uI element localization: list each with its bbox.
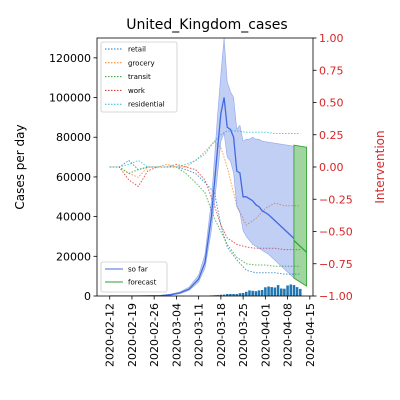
legend-cases-label: so far [128, 266, 148, 274]
y2-tick-label: −0.25 [319, 193, 353, 206]
x-tick-label: 2020-02-19 [126, 303, 139, 367]
y-tick-label: 80000 [56, 131, 91, 144]
y2-axis-label: Intervention [373, 130, 387, 203]
daily-case-bar [267, 286, 270, 296]
daily-case-bar [248, 290, 251, 296]
legend-intervention-label: work [128, 87, 146, 95]
intervention-line-work [109, 163, 301, 251]
chart-title: United_Kingdom_cases [126, 17, 287, 33]
y-tick-label: 60000 [56, 171, 91, 184]
daily-case-bar [245, 291, 248, 296]
y-tick-label: 100000 [49, 92, 91, 105]
x-tick-label: 2020-04-01 [259, 303, 272, 367]
y-tick-label: 40000 [56, 211, 91, 224]
legend-intervention-label: residential [128, 101, 165, 109]
y2-tick-label: 0.25 [319, 129, 344, 142]
daily-case-bar [283, 288, 286, 296]
daily-case-bar [222, 294, 226, 296]
daily-case-bar [241, 293, 245, 296]
x-tick-label: 2020-03-18 [215, 303, 228, 367]
daily-case-bar [273, 287, 277, 296]
daily-case-bar [264, 287, 267, 296]
plot-area: 0 20000 40000 60000 80000 100000 120000 1.00 0.7… [49, 32, 353, 367]
intervention-line-residential [109, 130, 301, 168]
x-tick-label: 2020-03-04 [170, 303, 183, 367]
y2-tick-label: −0.75 [319, 258, 353, 271]
legend-intervention-label: grocery [128, 59, 155, 67]
daily-case-bar [238, 293, 242, 296]
x-tick-label: 2020-03-25 [237, 303, 250, 367]
daily-case-bar [286, 285, 289, 296]
x-tick-label: 2020-02-12 [104, 303, 117, 367]
y-axis-label: Cases per day [13, 124, 27, 209]
series-group [109, 38, 308, 296]
y-tick-label: 0 [84, 290, 91, 303]
daily-case-bar [299, 288, 302, 296]
x-tick-label: 2020-04-15 [304, 303, 317, 367]
daily-case-bar [295, 287, 299, 296]
daily-case-bar [232, 294, 235, 296]
daily-case-bar [226, 294, 229, 296]
so-far-line [109, 97, 295, 296]
daily-case-bar [235, 294, 239, 296]
legend-intervention-label: retail [128, 46, 146, 54]
daily-case-bar [276, 285, 280, 296]
daily-case-bar [270, 287, 273, 296]
daily-case-bar [254, 291, 258, 296]
y2-tick-label: 0.50 [319, 97, 344, 110]
daily-case-bar [257, 290, 261, 296]
daily-case-bar [251, 290, 254, 296]
y2-tick-label: 0.00 [319, 161, 344, 174]
daily-case-bar [280, 288, 283, 296]
daily-case-bar [229, 294, 232, 296]
y-tick-label: 120000 [49, 52, 91, 65]
x-tick-label: 2020-02-26 [148, 303, 161, 367]
y2-tick-label: −1.00 [319, 290, 353, 303]
x-tick-label: 2020-03-11 [193, 303, 206, 367]
legend-cases-label: forecast [128, 279, 157, 287]
forecast-line [293, 239, 308, 253]
forecast-band [293, 144, 307, 287]
y2-tick-label: −0.50 [319, 226, 353, 239]
daily-case-bar [219, 294, 223, 296]
y2-tick-label: 0.75 [319, 64, 344, 77]
daily-case-bar [216, 295, 219, 296]
y-tick-label: 20000 [56, 250, 91, 263]
daily-case-bar [292, 285, 296, 296]
daily-case-bar [289, 284, 293, 296]
legend-intervention-box [100, 41, 178, 113]
intervention-line-transit [109, 166, 301, 267]
daily-case-bar [260, 290, 264, 296]
x-tick-label: 2020-04-08 [282, 303, 295, 367]
legend-intervention-label: transit [128, 73, 151, 81]
y2-tick-label: 1.00 [319, 32, 344, 45]
